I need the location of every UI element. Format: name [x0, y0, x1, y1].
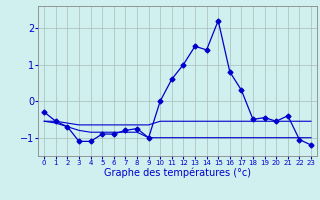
X-axis label: Graphe des températures (°c): Graphe des températures (°c): [104, 168, 251, 178]
